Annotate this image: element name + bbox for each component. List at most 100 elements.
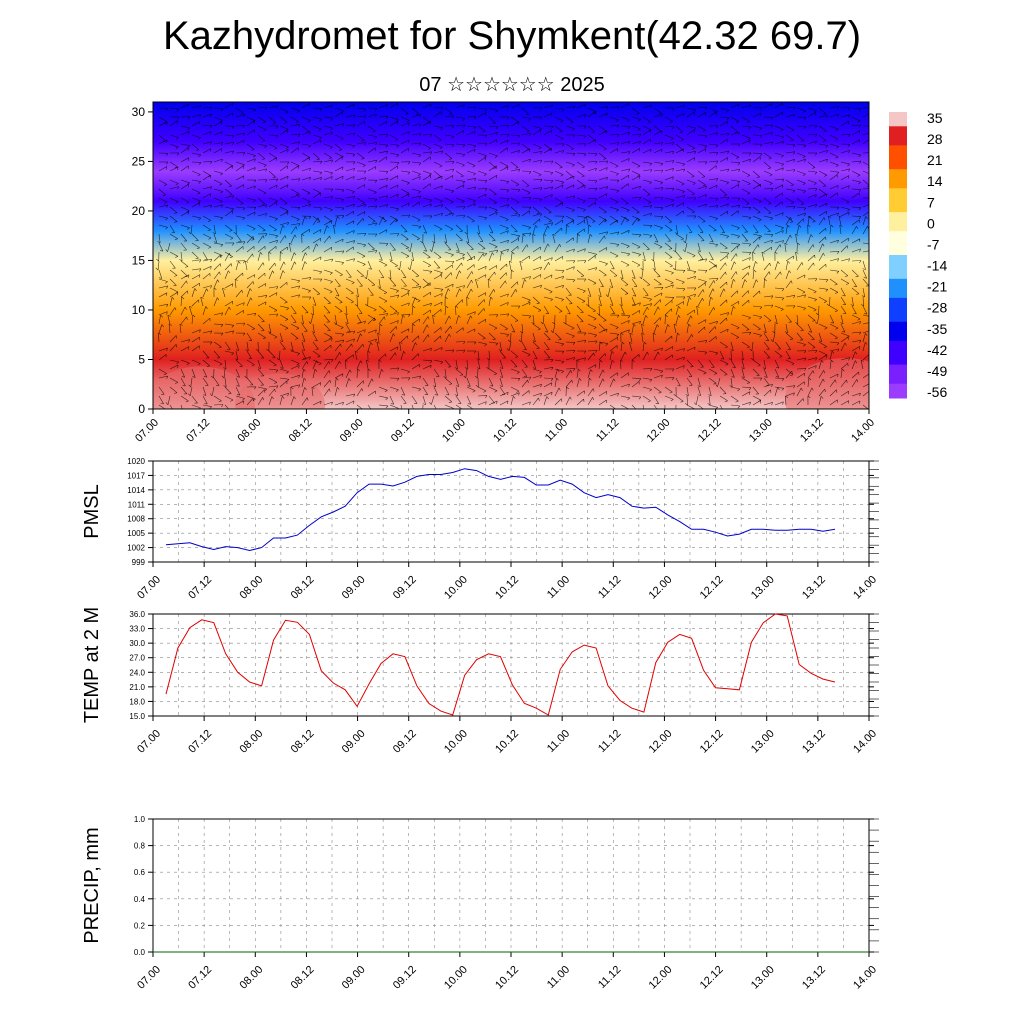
- wind-barb-flag: [507, 240, 509, 244]
- wind-barb: [730, 205, 740, 208]
- wind-barb-flag: [476, 358, 480, 361]
- wind-barb-flag: [472, 165, 476, 168]
- wind-barb-flag: [363, 244, 366, 248]
- wind-barb: [499, 280, 506, 289]
- wind-barb: [334, 143, 343, 151]
- wind-barb: [268, 178, 278, 181]
- wind-barb-flag: [396, 290, 399, 293]
- wind-barb-flag: [682, 163, 685, 167]
- wind-barb: [862, 314, 869, 317]
- wind-barb: [829, 239, 839, 244]
- wind-barb-flag: [203, 376, 207, 378]
- wind-barb: [620, 183, 629, 190]
- wind-barb: [433, 269, 443, 274]
- wind-barb-flag: [165, 281, 168, 284]
- wind-barb-flag: [254, 211, 256, 216]
- wind-barb-flag: [518, 392, 520, 396]
- wind-barb: [521, 143, 530, 150]
- wind-barb: [664, 151, 674, 154]
- wind-barb-flag: [836, 342, 840, 346]
- wind-barb-flag: [408, 194, 410, 198]
- wind-barb-flag: [650, 149, 652, 153]
- wind-barb-flag: [319, 118, 322, 122]
- wind-barb: [554, 332, 562, 340]
- wind-barb-flag: [571, 327, 575, 330]
- wind-barb: [400, 193, 410, 199]
- wind-barb-flag: [627, 253, 631, 257]
- wind-barb: [653, 292, 663, 298]
- wind-barb: [301, 152, 310, 158]
- wind-barb: [741, 331, 752, 334]
- wind-barb: [422, 242, 427, 252]
- wind-barb: [796, 381, 805, 388]
- wind-barb-flag: [704, 135, 708, 139]
- wind-barb: [455, 270, 460, 280]
- wind-barb: [829, 170, 839, 173]
- wind-barb-flag: [484, 155, 487, 158]
- wind-barb: [752, 152, 763, 154]
- wind-barb: [664, 251, 673, 258]
- wind-barb: [642, 169, 652, 172]
- wind-barb: [697, 106, 708, 109]
- wind-barb-flag: [835, 327, 839, 330]
- wind-barb: [158, 188, 166, 196]
- wind-barb: [345, 220, 355, 226]
- wind-barb: [818, 188, 827, 195]
- wind-barb: [400, 315, 403, 325]
- wind-barb: [444, 377, 453, 385]
- wind-barb: [587, 378, 590, 388]
- wind-barb-flag: [252, 398, 254, 402]
- wind-barb: [312, 125, 322, 130]
- wind-barb: [246, 281, 254, 289]
- wind-barb: [180, 157, 190, 163]
- colorbar-swatch: [889, 378, 907, 385]
- wind-barb: [279, 261, 285, 271]
- wind-barb-flag: [313, 304, 317, 306]
- wind-barb-flag: [658, 283, 662, 286]
- wind-barb: [609, 161, 619, 167]
- wind-barb: [697, 340, 707, 343]
- wind-barb-flag: [723, 288, 726, 292]
- wind-barb: [785, 392, 795, 397]
- wind-barb-flag: [835, 164, 839, 168]
- wind-barb-flag: [755, 279, 759, 283]
- wind-barb-flag: [345, 322, 349, 324]
- wind-barb-flag: [416, 284, 420, 286]
- wind-barb: [818, 396, 822, 406]
- wind-barb: [686, 368, 693, 377]
- wind-barb: [433, 125, 443, 128]
- wind-barb-flag: [716, 160, 719, 164]
- wind-barb-flag: [548, 262, 551, 266]
- wind-barb-flag: [253, 207, 257, 210]
- wind-barb-flag: [213, 287, 217, 291]
- wind-barb-flag: [619, 304, 623, 307]
- wind-barb: [257, 116, 266, 122]
- wind-barb: [598, 260, 608, 264]
- wind-barb: [840, 197, 850, 203]
- wind-barb: [213, 170, 223, 174]
- wind-barb-flag: [395, 326, 397, 330]
- wind-barb: [301, 203, 311, 208]
- x-tick-label: 12.00: [647, 728, 675, 756]
- wind-barb-flag: [708, 394, 712, 396]
- wind-barb: [323, 305, 331, 313]
- wind-barb: [279, 377, 289, 380]
- wind-barb-flag: [255, 349, 259, 352]
- colorbar-swatch: [889, 345, 907, 351]
- wind-barb: [477, 215, 487, 219]
- wind-barb: [609, 345, 618, 352]
- wind-barb: [202, 266, 212, 271]
- wind-barb: [180, 147, 189, 154]
- wind-barb: [818, 252, 824, 262]
- series-line: [165, 613, 836, 716]
- x-tick-label: 11.12: [594, 417, 621, 444]
- wind-barb: [697, 179, 706, 186]
- wind-barb-flag: [790, 184, 794, 187]
- wind-barb: [279, 396, 283, 406]
- wind-barb: [840, 211, 850, 217]
- wind-barb-flag: [643, 341, 647, 345]
- wind-barb: [796, 368, 807, 370]
- wind-barb: [323, 220, 333, 226]
- wind-barb: [620, 141, 630, 145]
- wind-barb: [697, 350, 707, 353]
